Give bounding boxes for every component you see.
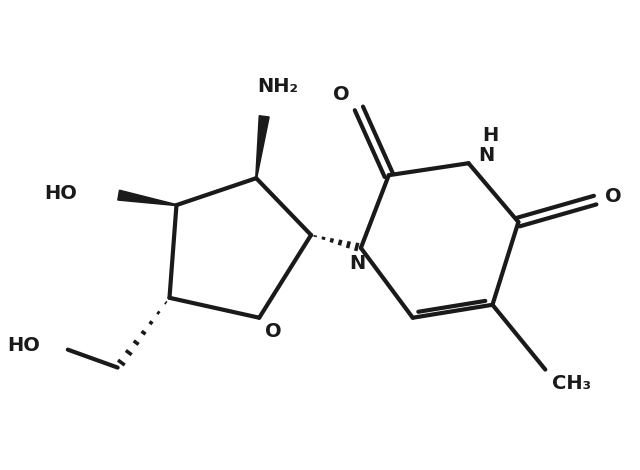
Text: CH₃: CH₃ [552, 374, 591, 393]
Text: O: O [333, 85, 349, 104]
Polygon shape [256, 116, 269, 178]
Text: N: N [479, 146, 495, 165]
Text: HO: HO [44, 184, 77, 203]
Text: HO: HO [7, 336, 40, 355]
Text: H: H [483, 126, 499, 145]
Text: N: N [349, 254, 365, 274]
Text: O: O [265, 322, 282, 341]
Text: O: O [605, 187, 621, 205]
Polygon shape [118, 190, 177, 205]
Text: NH₂: NH₂ [258, 77, 299, 96]
